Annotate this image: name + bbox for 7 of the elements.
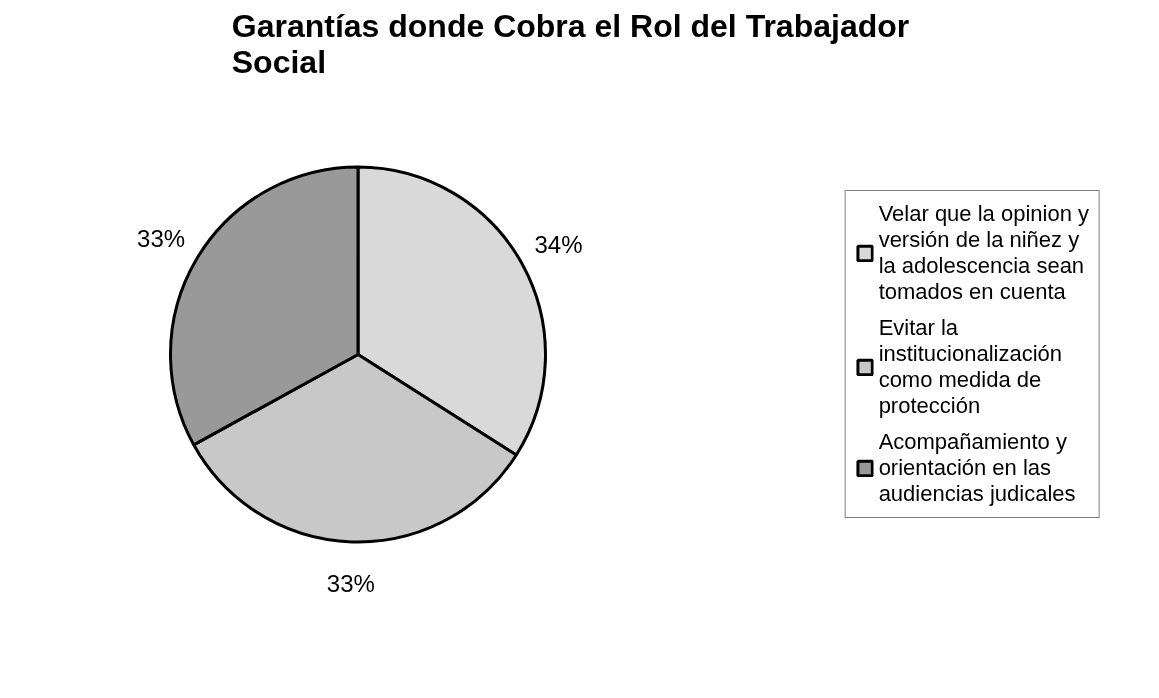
legend-label: Velar que la opinion y versión de la niñez y la adolescencia sean tomados en cuenta [878,201,1089,305]
chart-title: Garantías donde Cobra el Rol del Trabajador Social [231,7,910,80]
data-label: 34% [534,230,583,258]
legend-label: Evitar la institucionalización como medida de protección [878,315,1063,419]
data-label: 33% [137,224,186,252]
legend-label: Acompañamiento y orientación en las audiencias judicales [878,429,1076,507]
data-label: 33% [326,569,375,597]
